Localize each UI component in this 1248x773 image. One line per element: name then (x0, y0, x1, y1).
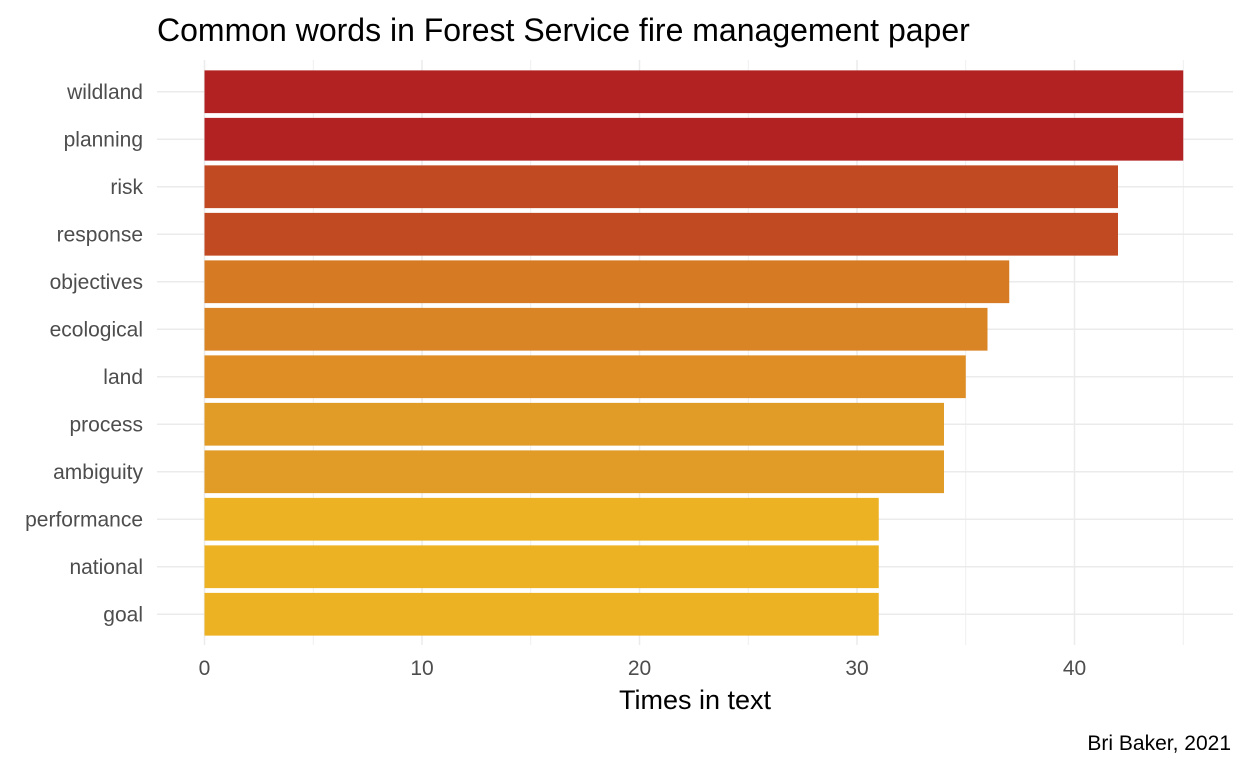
category-label-process: process (69, 413, 143, 436)
bar-planning (204, 117, 1184, 161)
x-tick-labels: 0 10 20 30 40 (199, 657, 1087, 680)
category-label-goal: goal (103, 603, 143, 626)
category-label-ambiguity: ambiguity (53, 461, 143, 484)
x-tick-label: 40 (1063, 657, 1086, 680)
bars-layer (204, 70, 1184, 636)
bar-ambiguity (204, 450, 944, 494)
bar-performance (204, 497, 879, 541)
category-labels: wildland planning risk response objectives ec… (25, 81, 143, 627)
bar-risk (204, 165, 1118, 209)
bar-ecological (204, 307, 988, 351)
x-tick-label: 0 (199, 657, 211, 680)
category-label-risk: risk (110, 176, 143, 199)
chart-title: Common words in Forest Service fire mana… (157, 12, 970, 48)
bar-wildland (204, 70, 1184, 114)
x-tick-label: 20 (628, 657, 651, 680)
x-tick-label: 30 (845, 657, 868, 680)
bar-national (204, 545, 879, 589)
category-label-response: response (57, 223, 143, 246)
x-tick-label: 10 (410, 657, 433, 680)
category-label-performance: performance (25, 508, 143, 531)
category-label-national: national (69, 556, 143, 579)
bar-objectives (204, 260, 1010, 304)
category-label-objectives: objectives (50, 271, 143, 294)
bar-process (204, 402, 944, 446)
category-label-land: land (103, 366, 143, 389)
x-axis-label: Times in text (619, 685, 772, 715)
chart-caption: Bri Baker, 2021 (1087, 732, 1231, 755)
bar-response (204, 212, 1118, 256)
bar-land (204, 355, 966, 399)
category-label-planning: planning (64, 128, 143, 151)
category-label-ecological: ecological (50, 318, 143, 341)
bar-goal (204, 592, 879, 636)
category-label-wildland: wildland (66, 81, 143, 104)
